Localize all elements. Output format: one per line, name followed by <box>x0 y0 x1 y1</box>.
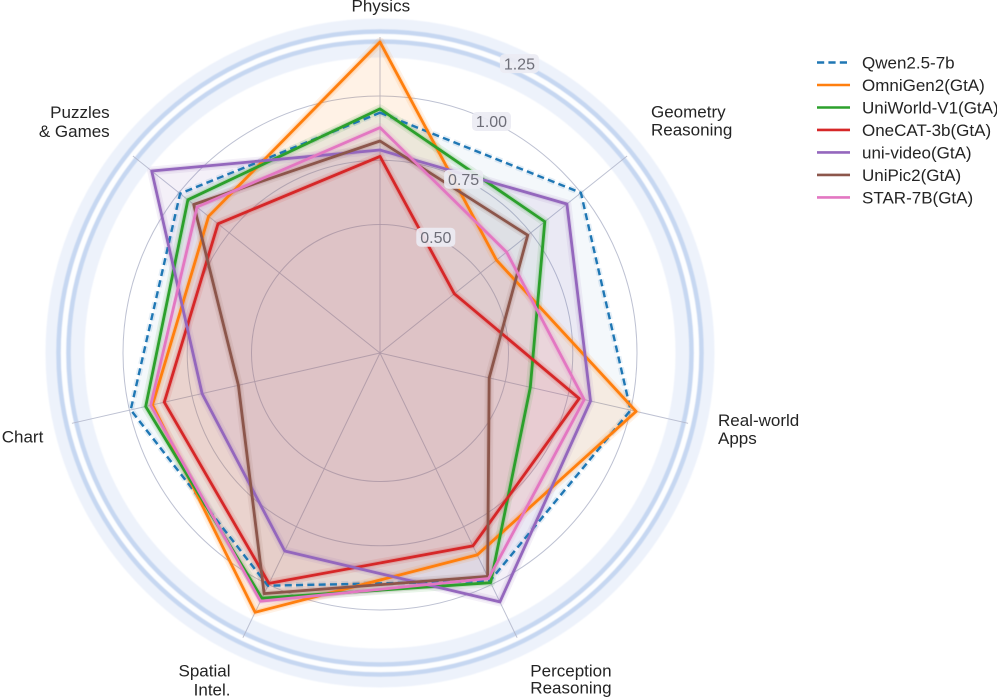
svg-text:Reasoning: Reasoning <box>651 121 732 140</box>
svg-text:0.75: 0.75 <box>448 172 479 189</box>
svg-text:Perception: Perception <box>530 661 611 680</box>
svg-text:UniWorld-V1(GtA): UniWorld-V1(GtA) <box>862 99 997 118</box>
svg-text:Qwen2.5-7b: Qwen2.5-7b <box>862 54 955 73</box>
svg-text:Reasoning: Reasoning <box>530 679 611 698</box>
svg-text:Spatial: Spatial <box>179 662 231 681</box>
svg-text:Intel.: Intel. <box>194 680 231 699</box>
svg-text:0.50: 0.50 <box>420 230 451 247</box>
svg-text:Physics: Physics <box>352 0 411 16</box>
svg-text:Puzzles: Puzzles <box>50 103 110 122</box>
svg-text:OneCAT-3b(GtA): OneCAT-3b(GtA) <box>862 121 991 140</box>
svg-text:Chart: Chart <box>2 427 44 446</box>
svg-text:UniPic2(GtA): UniPic2(GtA) <box>862 166 961 185</box>
svg-text:uni-video(GtA): uni-video(GtA) <box>862 144 972 163</box>
svg-text:OmniGen2(GtA): OmniGen2(GtA) <box>862 76 985 95</box>
svg-text:Real-world: Real-world <box>718 411 799 430</box>
svg-text:& Games: & Games <box>39 122 110 141</box>
svg-text:STAR-7B(GtA): STAR-7B(GtA) <box>862 188 973 207</box>
svg-text:Geometry: Geometry <box>651 103 726 122</box>
svg-text:Apps: Apps <box>718 429 757 448</box>
svg-text:1.25: 1.25 <box>504 56 535 73</box>
svg-text:1.00: 1.00 <box>476 114 507 131</box>
